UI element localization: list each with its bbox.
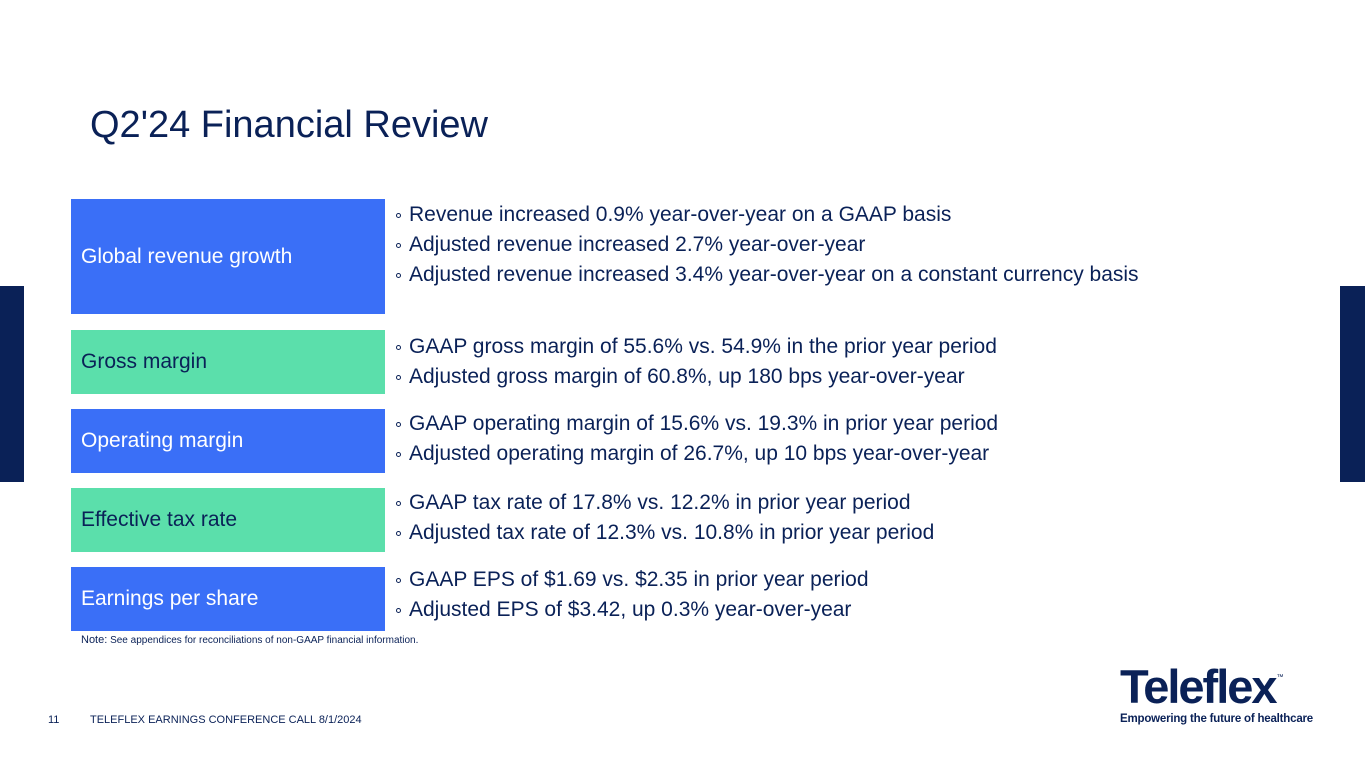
bullet-list: GAAP tax rate of 17.8% vs. 12.2% in prio… — [396, 490, 1146, 550]
row-label: Effective tax rate — [71, 488, 385, 552]
bullet-text: Adjusted revenue increased 2.7% year-ove… — [409, 233, 866, 256]
bullet-item: GAAP gross margin of 55.6% vs. 54.9% in … — [396, 334, 1146, 360]
bullet-text: Adjusted EPS of $3.42, up 0.3% year-over… — [409, 598, 852, 621]
bullet-item: Adjusted tax rate of 12.3% vs. 10.8% in … — [396, 520, 1146, 546]
bullet-text: Revenue increased 0.9% year-over-year on… — [409, 203, 952, 226]
bullet-item: GAAP EPS of $1.69 vs. $2.35 in prior yea… — [396, 567, 1146, 593]
bullet-icon — [396, 531, 401, 536]
bullet-item: Adjusted operating margin of 26.7%, up 1… — [396, 441, 1146, 467]
row-label: Gross margin — [71, 330, 385, 394]
bullet-text: Adjusted gross margin of 60.8%, up 180 b… — [409, 365, 965, 388]
bullet-icon — [396, 273, 401, 278]
bullet-item: Revenue increased 0.9% year-over-year on… — [396, 202, 1146, 228]
footnote-key: Note: — [81, 634, 108, 646]
bullet-item: Adjusted revenue increased 3.4% year-ove… — [396, 262, 1146, 288]
teleflex-logo: Teleflex™ Empowering the future of healt… — [1120, 660, 1330, 725]
footnote-text: See appendices for reconciliations of no… — [107, 635, 419, 646]
bullet-icon — [396, 345, 401, 350]
bullet-icon — [396, 213, 401, 218]
page-number: 11 — [48, 714, 60, 726]
bullet-icon — [396, 452, 401, 457]
slide-title: Q2'24 Financial Review — [90, 104, 488, 146]
bullet-text: GAAP gross margin of 55.6% vs. 54.9% in … — [409, 335, 997, 358]
right-accent-bar — [1340, 286, 1365, 482]
bullet-icon — [396, 578, 401, 583]
bullet-text: Adjusted tax rate of 12.3% vs. 10.8% in … — [409, 521, 935, 544]
bullet-text: GAAP operating margin of 15.6% vs. 19.3%… — [409, 412, 999, 435]
bullet-item: GAAP tax rate of 17.8% vs. 12.2% in prio… — [396, 490, 1146, 516]
logo-trademark: ™ — [1276, 674, 1284, 681]
bullet-item: GAAP operating margin of 15.6% vs. 19.3%… — [396, 411, 1146, 437]
bullet-item: Adjusted revenue increased 2.7% year-ove… — [396, 232, 1146, 258]
bullet-text: Adjusted operating margin of 26.7%, up 1… — [409, 442, 990, 465]
left-accent-bar — [0, 286, 24, 482]
row-label: Earnings per share — [71, 567, 385, 631]
bullet-icon — [396, 608, 401, 613]
bullet-list: GAAP operating margin of 15.6% vs. 19.3%… — [396, 411, 1146, 471]
bullet-text: GAAP tax rate of 17.8% vs. 12.2% in prio… — [409, 491, 911, 514]
bullet-item: Adjusted gross margin of 60.8%, up 180 b… — [396, 364, 1146, 390]
bullet-item: Adjusted EPS of $3.42, up 0.3% year-over… — [396, 597, 1146, 623]
bullet-icon — [396, 422, 401, 427]
bullet-list: Revenue increased 0.9% year-over-year on… — [396, 202, 1146, 292]
bullet-text: GAAP EPS of $1.69 vs. $2.35 in prior yea… — [409, 568, 869, 591]
logo-tagline: Empowering the future of healthcare — [1120, 713, 1313, 725]
bullet-list: GAAP EPS of $1.69 vs. $2.35 in prior yea… — [396, 567, 1146, 627]
bullet-icon — [396, 501, 401, 506]
bullet-icon — [396, 243, 401, 248]
bullet-list: GAAP gross margin of 55.6% vs. 54.9% in … — [396, 334, 1146, 394]
row-label: Operating margin — [71, 409, 385, 473]
bullet-icon — [396, 375, 401, 380]
bullet-text: Adjusted revenue increased 3.4% year-ove… — [409, 263, 1139, 286]
footer-text: TELEFLEX EARNINGS CONFERENCE CALL 8/1/20… — [90, 714, 362, 726]
footnote: Note: See appendices for reconciliations… — [81, 634, 418, 646]
logo-wordmark: Teleflex — [1120, 660, 1278, 713]
row-label: Global revenue growth — [71, 199, 385, 314]
